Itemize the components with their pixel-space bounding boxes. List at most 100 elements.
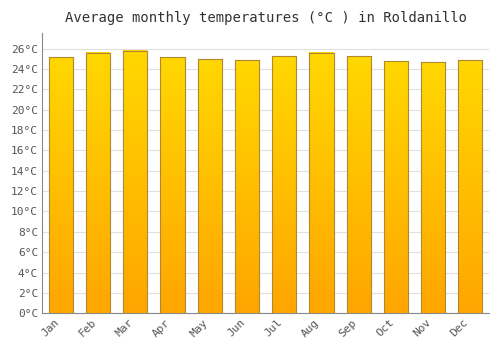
Bar — [310, 76, 334, 79]
Bar — [272, 213, 296, 215]
Bar — [458, 273, 482, 275]
Bar — [458, 128, 482, 131]
Bar — [198, 188, 222, 191]
Bar — [310, 272, 334, 274]
Bar — [198, 285, 222, 288]
Bar — [49, 188, 73, 190]
Bar — [235, 230, 259, 232]
Bar — [421, 306, 445, 308]
Bar — [346, 97, 370, 99]
Bar — [86, 222, 110, 225]
Bar — [346, 159, 370, 161]
Bar — [346, 105, 370, 107]
Bar — [235, 222, 259, 225]
Bar — [123, 177, 148, 179]
Bar — [235, 113, 259, 116]
Bar — [384, 293, 408, 296]
Bar — [421, 79, 445, 82]
Bar — [86, 110, 110, 113]
Bar — [49, 126, 73, 128]
Bar — [123, 92, 148, 95]
Bar — [310, 269, 334, 272]
Bar — [49, 69, 73, 72]
Bar — [272, 287, 296, 290]
Bar — [160, 167, 184, 170]
Bar — [198, 191, 222, 194]
Bar — [458, 197, 482, 199]
Bar — [310, 214, 334, 217]
Bar — [49, 128, 73, 131]
Bar — [384, 205, 408, 207]
Bar — [86, 248, 110, 251]
Bar — [123, 111, 148, 114]
Bar — [198, 140, 222, 143]
Bar — [384, 154, 408, 157]
Bar — [160, 67, 184, 70]
Bar — [86, 209, 110, 212]
Bar — [123, 169, 148, 172]
Bar — [384, 159, 408, 162]
Bar — [49, 306, 73, 308]
Bar — [384, 147, 408, 149]
Bar — [235, 219, 259, 222]
Bar — [346, 200, 370, 203]
Bar — [198, 99, 222, 102]
Bar — [272, 84, 296, 86]
Bar — [123, 98, 148, 100]
Bar — [458, 110, 482, 113]
Bar — [198, 92, 222, 94]
Bar — [272, 66, 296, 69]
Bar — [384, 258, 408, 260]
Bar — [49, 169, 73, 172]
Bar — [160, 265, 184, 267]
Bar — [384, 156, 408, 159]
Bar — [346, 141, 370, 143]
Bar — [310, 235, 334, 238]
Bar — [421, 197, 445, 200]
Bar — [272, 92, 296, 94]
Bar — [310, 71, 334, 74]
Bar — [86, 285, 110, 287]
Bar — [49, 108, 73, 111]
Bar — [272, 238, 296, 241]
Bar — [384, 116, 408, 119]
Bar — [421, 293, 445, 296]
Bar — [160, 59, 184, 62]
Bar — [421, 308, 445, 311]
Bar — [346, 220, 370, 223]
Bar — [198, 160, 222, 163]
Bar — [198, 295, 222, 298]
Bar — [198, 181, 222, 183]
Bar — [421, 112, 445, 114]
Bar — [346, 208, 370, 210]
Bar — [86, 277, 110, 279]
Bar — [272, 303, 296, 306]
Bar — [235, 143, 259, 146]
Bar — [346, 107, 370, 110]
Bar — [421, 256, 445, 258]
Bar — [198, 102, 222, 105]
Bar — [272, 74, 296, 76]
Bar — [49, 172, 73, 175]
Bar — [160, 172, 184, 175]
Bar — [160, 121, 184, 124]
Bar — [198, 178, 222, 181]
Bar — [86, 232, 110, 235]
Bar — [198, 293, 222, 295]
Bar — [458, 260, 482, 262]
Bar — [86, 240, 110, 243]
Bar — [235, 258, 259, 260]
Bar — [160, 203, 184, 205]
Bar — [86, 186, 110, 188]
Bar — [421, 142, 445, 145]
Bar — [123, 100, 148, 103]
Bar — [272, 110, 296, 112]
Bar — [272, 94, 296, 97]
Bar — [346, 172, 370, 174]
Bar — [346, 287, 370, 290]
Bar — [49, 82, 73, 85]
Bar — [123, 77, 148, 79]
Bar — [123, 155, 148, 158]
Bar — [272, 226, 296, 228]
Bar — [310, 74, 334, 76]
